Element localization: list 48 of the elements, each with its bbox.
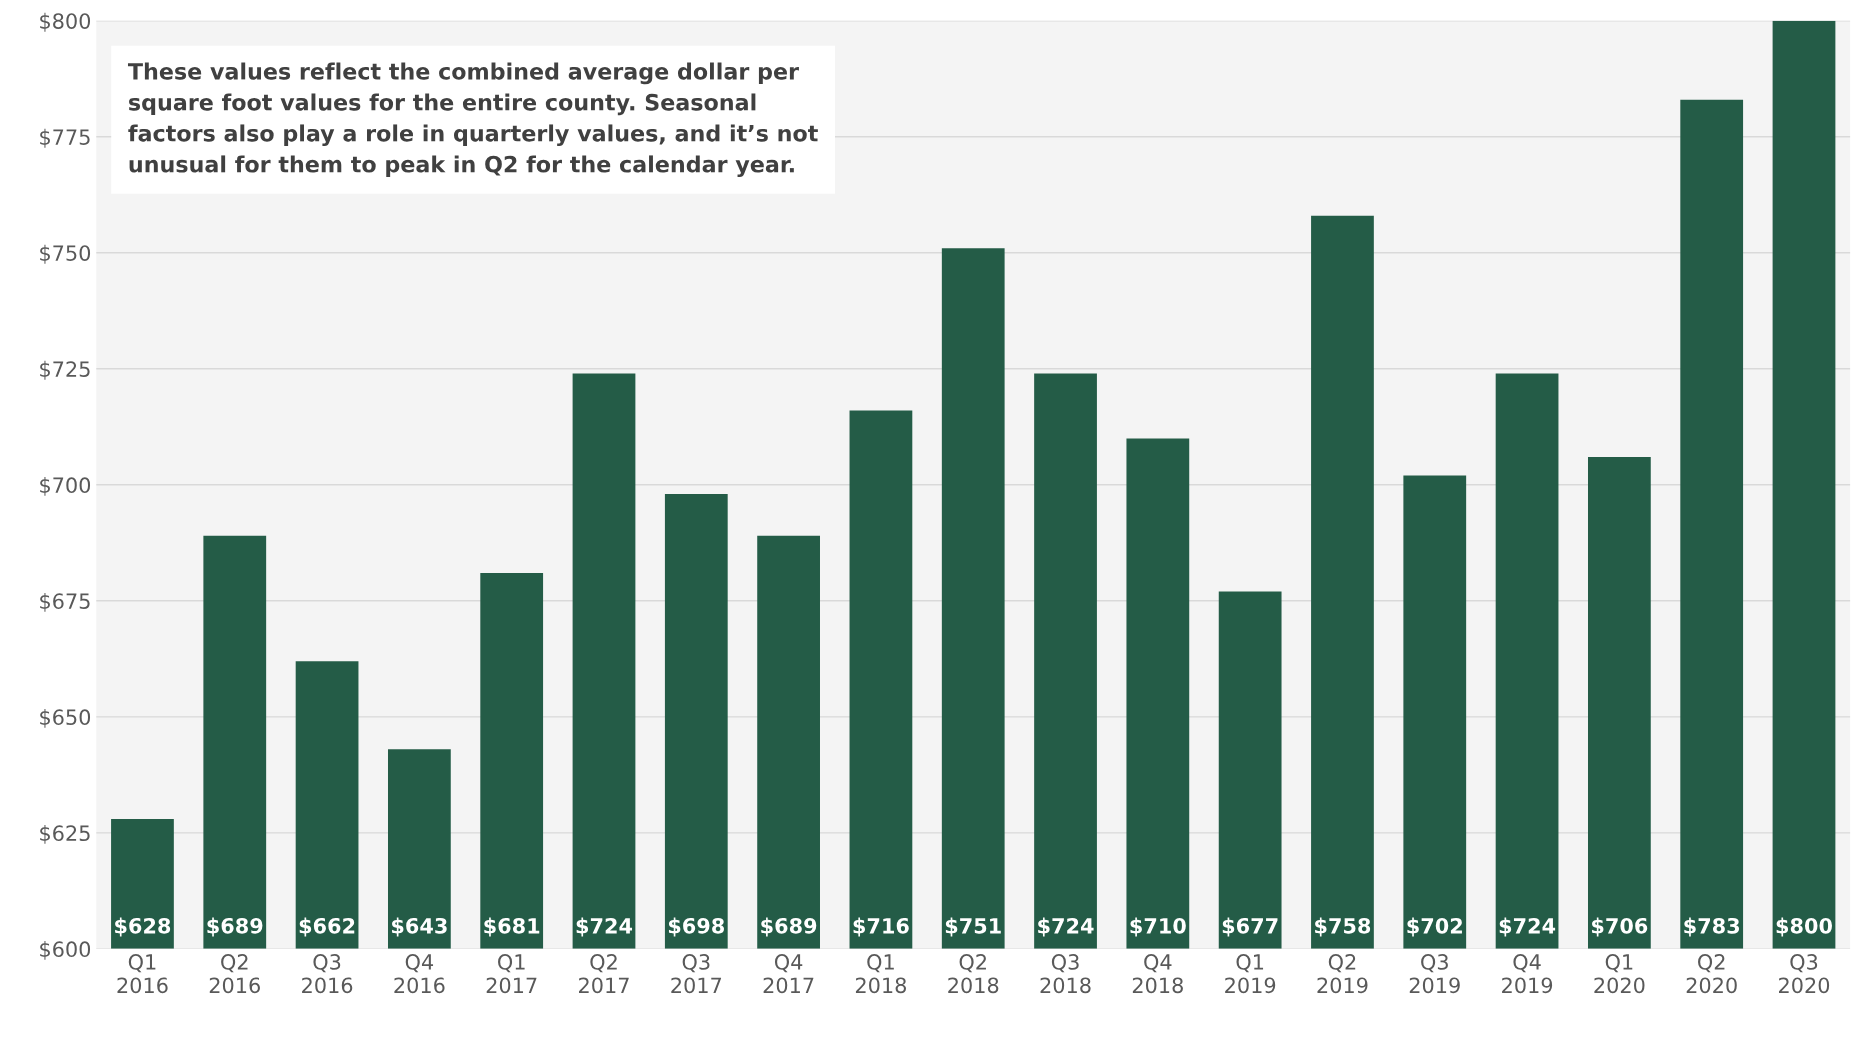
- data-label: $681: [484, 917, 540, 937]
- y-tick-label: $600: [40, 940, 91, 960]
- data-label: $710: [1130, 917, 1186, 937]
- data-label: $758: [1315, 917, 1371, 937]
- data-label: $677: [1222, 917, 1278, 937]
- data-label: $800: [1776, 917, 1832, 937]
- x-tick-label: Q4 2018: [1132, 954, 1183, 994]
- x-tick-label: Q4 2017: [763, 954, 814, 994]
- x-tick-label: Q3 2020: [1779, 954, 1830, 994]
- y-tick-label: $675: [40, 592, 90, 612]
- data-label: $751: [945, 917, 1001, 937]
- data-label: $724: [576, 917, 633, 937]
- data-label: $689: [207, 917, 263, 937]
- y-tick-label: $775: [40, 128, 90, 148]
- annotation: These values reflect the combined average dollar per square foot values for the entire county. Seasonal factors also play a role in quarterly values, and it’s not unusual for them to peak in Q2 for the calendar year.: [127, 62, 818, 178]
- x-tick-label: Q2 2016: [209, 954, 260, 994]
- data-label: $724: [1038, 917, 1094, 937]
- x-tick-label: Q3 2019: [1409, 954, 1460, 994]
- y-tick-label: $650: [40, 708, 91, 728]
- data-label: $716: [853, 917, 909, 937]
- data-label: $643: [392, 917, 447, 937]
- x-tick-label: Q3 2018: [1040, 954, 1091, 994]
- y-tick-label: $750: [40, 244, 91, 264]
- x-tick-label: Q4 2016: [394, 954, 445, 994]
- x-tick-label: Q3 2016: [302, 954, 353, 994]
- data-label: $662: [299, 917, 355, 937]
- x-tick-label: Q2 2019: [1317, 954, 1368, 994]
- x-tick-label: Q4 2019: [1502, 954, 1553, 994]
- x-tick-label: Q1 2017: [486, 954, 537, 994]
- data-label: $724: [1499, 917, 1556, 937]
- x-tick-label: Q1 2020: [1594, 954, 1645, 994]
- x-tick-label: Q2 2018: [948, 954, 999, 994]
- data-label: $702: [1407, 917, 1462, 937]
- data-label: $689: [761, 917, 817, 937]
- y-tick-label: $800: [40, 12, 91, 32]
- data-label: $706: [1592, 917, 1648, 937]
- data-label: $628: [115, 917, 171, 937]
- data-label: $783: [1684, 917, 1740, 937]
- data-label: $698: [668, 917, 724, 937]
- y-tick-label: $725: [40, 360, 90, 380]
- x-tick-label: Q1 2019: [1225, 954, 1276, 994]
- y-tick-label: $700: [40, 476, 91, 496]
- y-tick-label: $625: [40, 824, 90, 844]
- x-tick-label: Q2 2020: [1686, 954, 1737, 994]
- x-tick-label: Q3 2017: [671, 954, 722, 994]
- x-tick-label: Q1 2016: [117, 954, 168, 994]
- x-tick-label: Q1 2018: [855, 954, 906, 994]
- x-tick-label: Q2 2017: [579, 954, 629, 994]
